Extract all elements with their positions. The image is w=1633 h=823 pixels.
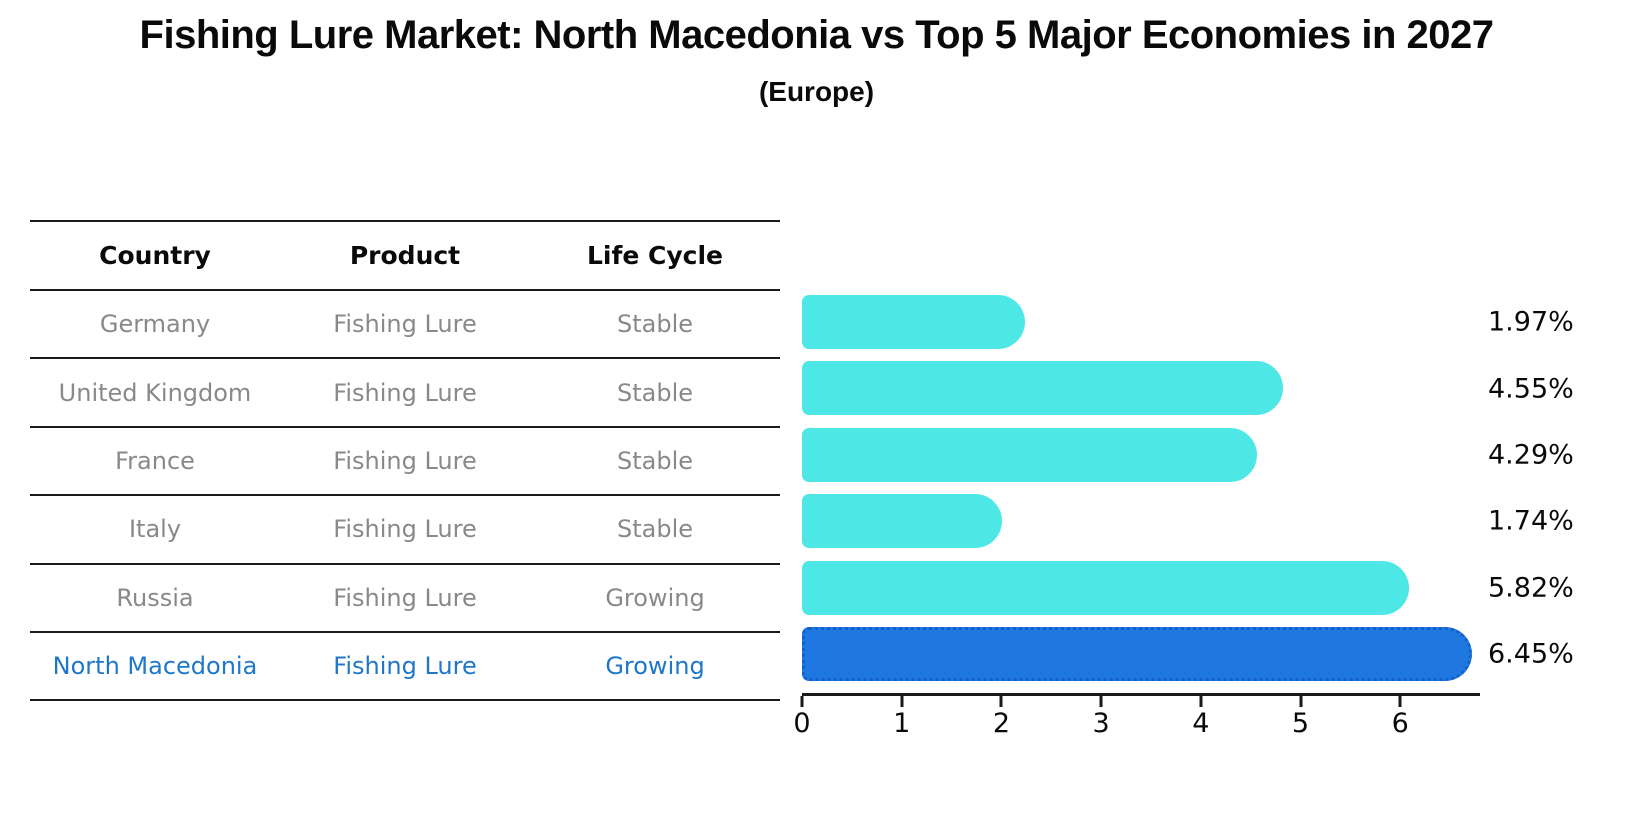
value-label-united-kingdom: 4.55% <box>1488 373 1574 405</box>
x-axis-tick <box>999 696 1003 707</box>
x-axis-tick-label: 6 <box>1391 708 1409 739</box>
market-table: Country Product Life Cycle Germany Fishi… <box>30 220 780 702</box>
value-label-north-macedonia: 6.45% <box>1488 638 1574 670</box>
cell-product: Fishing Lure <box>333 652 477 681</box>
x-axis-tick <box>1199 696 1203 707</box>
cell-lifecycle: Stable <box>616 446 694 475</box>
table-row-germany: Germany Fishing Lure Stable <box>30 289 780 357</box>
page-subtitle: (Europe) <box>758 76 875 107</box>
table-row-italy: Italy Fishing Lure Stable <box>30 494 780 562</box>
table-row-russia: Russia Fishing Lure Growing <box>30 562 780 631</box>
value-label-france: 4.29% <box>1488 439 1574 471</box>
bar-russia <box>802 560 1410 615</box>
x-axis-tick <box>900 696 904 707</box>
cell-country: Russia <box>116 583 194 612</box>
bar-north-macedonia <box>802 627 1473 681</box>
bar-italy <box>802 494 1003 549</box>
page-title: Fishing Lure Market: North Macedonia vs … <box>139 13 1494 57</box>
cell-country: Germany <box>99 310 211 339</box>
x-axis-tick <box>800 696 804 707</box>
cell-lifecycle: Growing <box>605 652 705 681</box>
cell-product: Fishing Lure <box>333 310 477 339</box>
cell-lifecycle: Stable <box>616 515 694 544</box>
x-axis-tick <box>1398 696 1402 707</box>
cell-product: Fishing Lure <box>333 583 477 612</box>
table-row-united-kingdom: United Kingdom Fishing Lure Stable <box>30 357 780 425</box>
x-axis-tick <box>1099 696 1103 707</box>
x-axis-line <box>802 693 1480 696</box>
bar-united-kingdom <box>802 361 1283 416</box>
value-label-germany: 1.97% <box>1488 306 1574 338</box>
cell-product: Fishing Lure <box>333 515 477 544</box>
cell-country: North Macedonia <box>52 652 258 681</box>
table-row-north-macedonia: North Macedonia Fishing Lure Growing <box>30 630 780 699</box>
x-axis-tick-label: 4 <box>1192 708 1210 739</box>
x-axis-tick <box>1299 696 1303 707</box>
cell-lifecycle: Growing <box>605 583 705 612</box>
cell-lifecycle: Stable <box>616 310 694 339</box>
cell-country: United Kingdom <box>58 378 252 407</box>
cell-lifecycle: Stable <box>616 378 694 407</box>
x-axis-tick-label: 0 <box>793 708 811 739</box>
x-axis-tick-label: 5 <box>1291 708 1310 739</box>
table-header-row: Country Product Life Cycle <box>30 220 780 289</box>
x-axis-tick-label: 1 <box>893 708 911 739</box>
header-cell-country: Country <box>99 241 211 270</box>
header-cell-lifecycle: Life Cycle <box>586 241 724 270</box>
value-label-russia: 5.82% <box>1488 572 1574 604</box>
value-label-italy: 1.74% <box>1488 505 1574 537</box>
cell-country: France <box>115 446 195 475</box>
cell-product: Fishing Lure <box>333 446 477 475</box>
table-row-france: France Fishing Lure Stable <box>30 425 780 494</box>
x-axis-tick-label: 2 <box>992 708 1010 739</box>
x-axis-tick-label: 3 <box>1092 708 1110 739</box>
cell-country: Italy <box>128 515 182 544</box>
bar-germany <box>802 295 1026 349</box>
cell-product: Fishing Lure <box>333 378 477 407</box>
bar-france <box>802 427 1257 482</box>
header-cell-product: Product <box>349 241 461 270</box>
